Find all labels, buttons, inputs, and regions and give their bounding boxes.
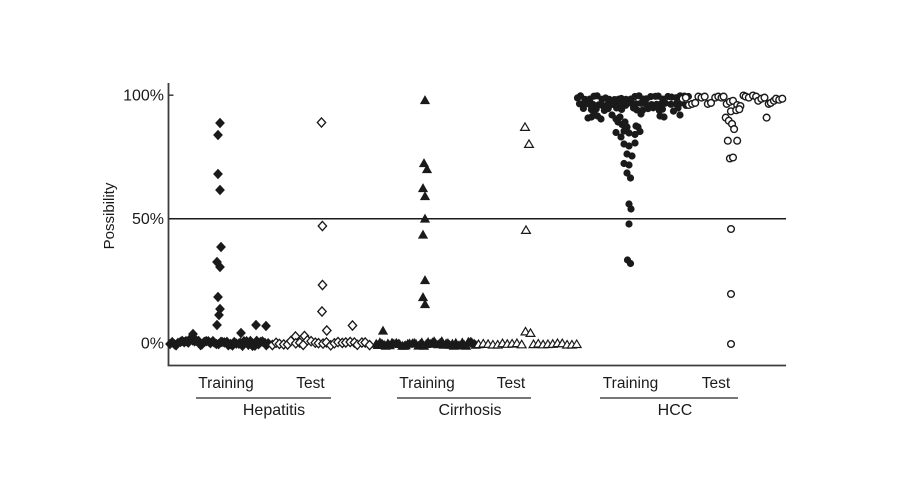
svg-text:100%: 100% [123,88,164,105]
svg-text:HCC: HCC [658,402,693,419]
svg-text:Training: Training [603,375,658,392]
svg-text:Test: Test [296,375,325,392]
svg-text:50%: 50% [132,211,164,228]
svg-text:Cirrhosis: Cirrhosis [438,402,501,419]
svg-text:Training: Training [399,375,454,392]
svg-text:0%: 0% [141,336,164,353]
svg-text:Test: Test [497,375,526,392]
svg-text:Training: Training [198,375,253,392]
svg-text:Hepatitis: Hepatitis [243,402,305,419]
svg-text:Possibility: Possibility [101,182,118,249]
svg-text:Test: Test [702,375,731,392]
